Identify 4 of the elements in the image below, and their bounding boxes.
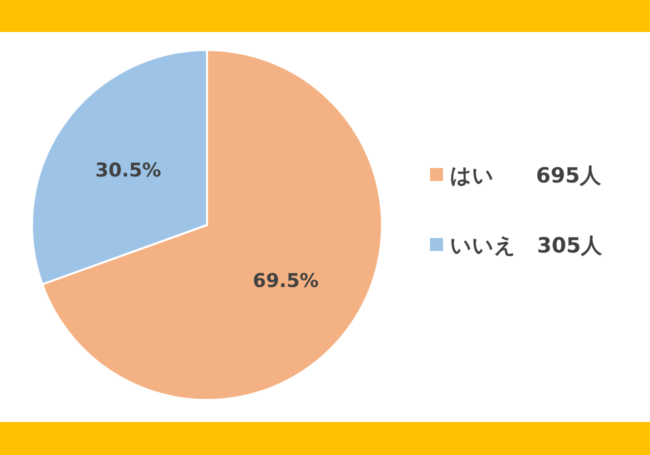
data-label: 30.5% [95, 159, 162, 182]
legend-label: はい 695人 [450, 163, 602, 188]
data-label: 69.5% [252, 270, 319, 292]
legend-label: いいえ 305人 [450, 233, 603, 258]
